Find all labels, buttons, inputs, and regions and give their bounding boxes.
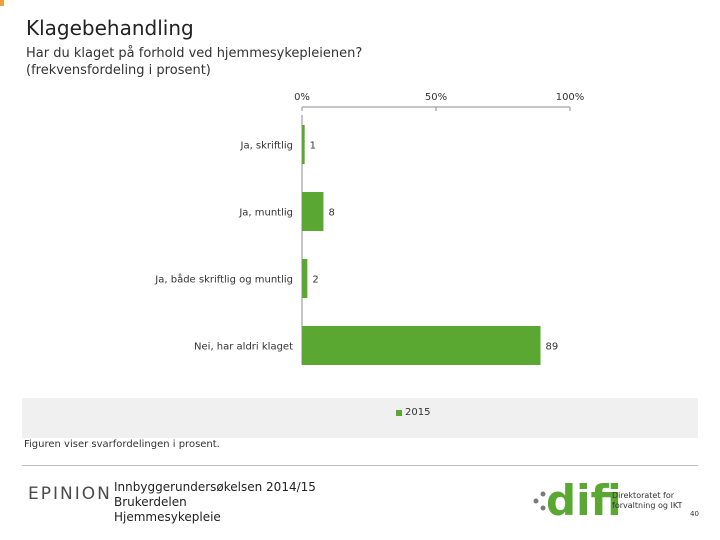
bar xyxy=(302,259,308,298)
bar xyxy=(302,125,305,164)
legend-band xyxy=(22,398,698,438)
legend-label-2015: 2015 xyxy=(405,407,431,418)
subtitle-question: Har du klaget på forhold ved hjemmesykep… xyxy=(26,46,363,61)
x-tick-label: 100% xyxy=(556,92,585,103)
difi-logo-dot xyxy=(540,491,546,497)
category-label: Ja, skriftlig xyxy=(240,141,294,152)
footer-divider xyxy=(22,465,698,466)
epinion-logo: EPINION xyxy=(28,484,112,504)
category-label: Ja, både skriftlig og muntlig xyxy=(154,273,293,286)
difi-logo-dot xyxy=(540,505,546,511)
bar xyxy=(302,192,324,231)
x-tick-label: 50% xyxy=(425,92,447,103)
legend: 2015 xyxy=(396,407,430,418)
data-label: 1 xyxy=(310,141,316,152)
difi-logo-tagline-1: Direktoratet for xyxy=(612,491,675,500)
difi-logo-dot xyxy=(533,498,539,504)
figure-caption: Figuren viser svarfordelingen i prosent. xyxy=(24,439,220,450)
difi-logo: difi Direktoratet for forvaltning og IKT xyxy=(533,476,682,522)
category-label: Nei, har aldri klaget xyxy=(194,342,293,353)
subtitle-note: (frekvensfordeling i prosent) xyxy=(26,63,211,78)
survey-info: Innbyggerundersøkelsen 2014/15 Brukerdel… xyxy=(114,480,316,525)
corner-accent-mark xyxy=(0,0,4,6)
data-label: 8 xyxy=(328,208,334,219)
survey-topic: Hjemmesykepleie xyxy=(114,510,221,524)
page-title: Klagebehandling xyxy=(26,16,194,40)
difi-logo-tagline-2: forvaltning og IKT xyxy=(612,501,682,510)
x-tick-label: 0% xyxy=(294,92,310,103)
legend-swatch-2015 xyxy=(396,409,402,416)
data-label: 89 xyxy=(546,342,559,353)
bar-chart: 0% 50% 100% Ja, skriftlig 1 Ja, muntlig 8 Ja, b… xyxy=(154,92,585,365)
data-label: 2 xyxy=(312,275,318,286)
page-number: 40 xyxy=(690,510,699,518)
bar xyxy=(302,326,541,365)
category-label: Ja, muntlig xyxy=(238,208,293,219)
survey-part: Brukerdelen xyxy=(114,495,187,509)
difi-logo-wordmark: difi xyxy=(546,476,622,522)
chart-subtitle: Har du klaget på forhold ved hjemmesykep… xyxy=(26,45,362,79)
survey-name: Innbyggerundersøkelsen 2014/15 xyxy=(114,480,316,494)
